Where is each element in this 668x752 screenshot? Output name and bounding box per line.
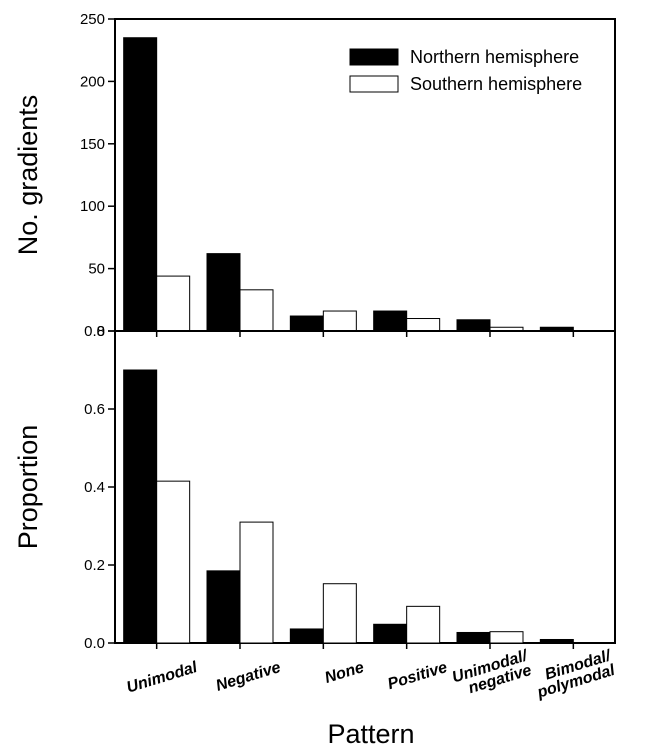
category-label-line: Positive [386,659,450,693]
legend-swatch [349,48,399,66]
legend: Northern hemisphere Southern hemisphere [349,47,582,94]
bar-northern-1-5 [539,638,574,644]
y-tick-label: 0.6 [84,401,105,418]
y-tick-label: 0.8 [84,323,105,340]
y-tick-label: 0.0 [84,635,105,652]
category-label-line: None [323,659,366,687]
category-labels: Unimodal Negative None Positive Unimodal/neg… [125,647,618,702]
legend-label: Southern hemisphere [410,74,582,94]
category-label: Negative [214,659,283,695]
category-label-line: Unimodal [125,659,200,697]
y-tick-label: 50 [88,261,105,278]
bar-southern-1-0 [156,480,191,644]
y-axis-title-top: No. gradients [13,95,43,256]
legend-label: Northern hemisphere [410,47,579,67]
bottom-panel: 0.0 0.2 0.4 0.6 0.8 Proportion [13,323,616,652]
top-panel: 0 50 100 150 200 250 No. gradients [13,11,616,340]
bar-northern-0-1 [206,253,241,332]
bar-northern-0-3 [373,310,408,332]
bar-southern-1-3 [406,605,441,644]
y-axis-title-bottom: Proportion [13,425,43,550]
bar-northern-1-2 [289,628,324,644]
bar-southern-1-4 [489,631,524,644]
category-label: Bimodal/polymodal [530,647,618,702]
legend-swatch [349,75,399,93]
bar-northern-1-1 [206,570,241,644]
y-tick-label: 150 [80,136,105,153]
bar-southern-0-1 [239,289,274,332]
bar-southern-0-2 [322,310,357,332]
bar-northern-1-3 [373,623,408,644]
bar-northern-1-4 [456,631,491,644]
category-label: Positive [386,659,450,693]
bar-southern-1-1 [239,521,274,644]
bar-southern-1-2 [322,583,357,644]
y-tick-label: 0.4 [84,479,105,496]
bar-southern-0-3 [406,318,441,332]
bar-northern-0-4 [456,319,491,332]
x-axis-title: Pattern [327,719,414,749]
category-label: Unimodal/negative [450,647,535,701]
bar-northern-1-0 [123,369,158,644]
y-tick-label: 200 [80,73,105,90]
y-tick-label: 0.2 [84,557,105,574]
category-label-line: Negative [214,659,283,695]
y-tick-label: 250 [80,11,105,28]
category-label: Unimodal [125,659,200,697]
category-label: None [323,659,366,687]
y-tick-label: 0 [97,323,105,340]
y-tick-label: 100 [80,198,105,215]
bar-southern-0-0 [156,275,191,332]
bar-northern-0-2 [289,315,324,332]
bar-northern-0-0 [123,37,158,332]
